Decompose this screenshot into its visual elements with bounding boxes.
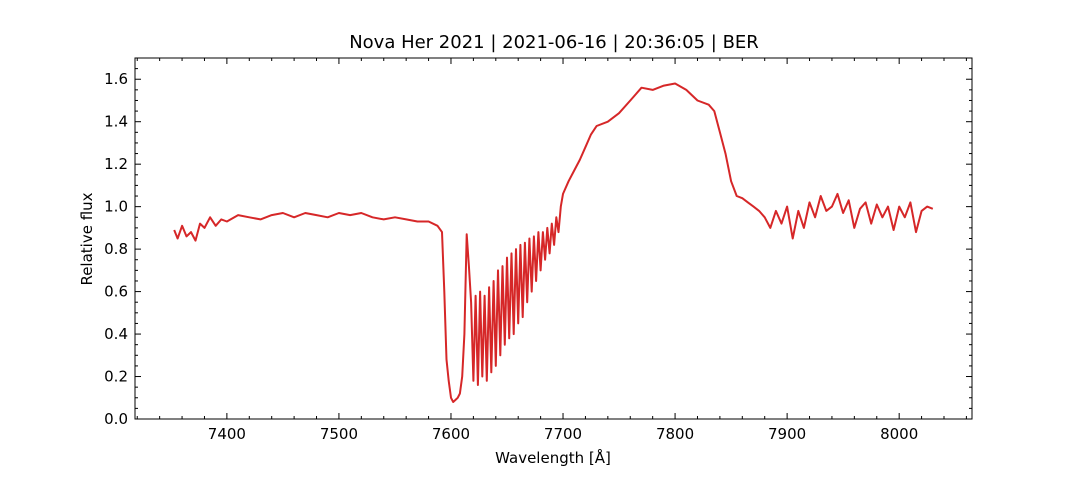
y-tick-label: 0.0 (104, 410, 128, 428)
chart-title: Nova Her 2021 | 2021-06-16 | 20:36:05 | … (349, 32, 759, 53)
y-tick-label: 1.4 (104, 113, 128, 131)
y-tick-label: 0.8 (104, 240, 128, 258)
x-axis-tick-labels: 7400 7500 7600 7700 7800 7900 8000 (208, 425, 918, 443)
y-tick-label: 0.6 (104, 283, 128, 301)
y-tick-label: 1.2 (104, 155, 128, 173)
y-tick-label: 1.6 (104, 70, 128, 88)
y-axis-label: Relative flux (78, 192, 96, 285)
y-tick-label: 1.0 (104, 198, 128, 216)
x-tick-label: 7900 (768, 425, 806, 443)
x-axis-ticks (136, 58, 967, 419)
x-tick-label: 8000 (880, 425, 918, 443)
y-tick-label: 0.2 (104, 368, 128, 386)
y-tick-label: 0.4 (104, 325, 128, 343)
y-axis-ticks (135, 57, 972, 420)
x-tick-label: 7700 (544, 425, 582, 443)
series-line-flux (173, 82, 934, 403)
x-axis-label: Wavelength [Å] (495, 448, 611, 467)
x-tick-label: 7800 (656, 425, 694, 443)
x-tick-label: 7400 (208, 425, 246, 443)
x-tick-label: 7500 (320, 425, 358, 443)
x-tick-label: 7600 (432, 425, 470, 443)
y-axis-tick-labels: 0.0 0.2 0.4 0.6 0.8 1.0 1.2 1.4 1.6 (104, 70, 128, 428)
